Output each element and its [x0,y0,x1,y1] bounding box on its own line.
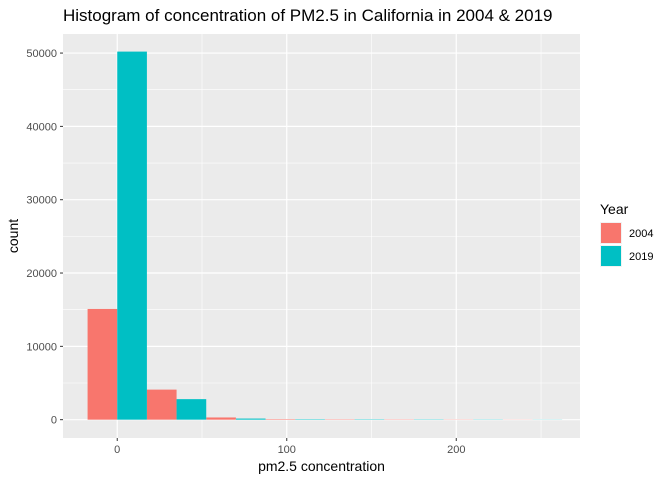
bar-2004 [88,309,118,420]
y-tick-label: 30000 [26,195,57,207]
y-tick-label: 20000 [26,268,57,280]
bar-2004 [266,419,296,420]
legend-key-2019 [601,246,621,266]
bar-2004 [147,390,177,420]
y-tick-label: 40000 [26,121,57,133]
x-tick-label: 0 [114,444,120,456]
bar-2019 [177,399,207,420]
y-tick-label: 10000 [26,341,57,353]
legend: Year 2004 2019 [600,201,653,267]
legend-label-2004: 2004 [629,228,653,240]
y-tick-label: 0 [51,415,57,427]
legend-label-2019: 2019 [629,251,653,263]
chart-title: Histogram of concentration of PM2.5 in C… [63,6,553,25]
bar-2019 [236,419,266,420]
x-axis-label: pm2.5 concentration [258,458,385,474]
bar-2004 [206,417,236,419]
y-axis-label: count [5,219,21,253]
x-tick-label: 100 [278,444,296,456]
legend-key-2004 [601,223,621,243]
bar-2019 [117,52,147,420]
x-tick-label: 200 [447,444,465,456]
legend-title: Year [600,201,629,217]
y-tick-label: 50000 [26,48,57,60]
